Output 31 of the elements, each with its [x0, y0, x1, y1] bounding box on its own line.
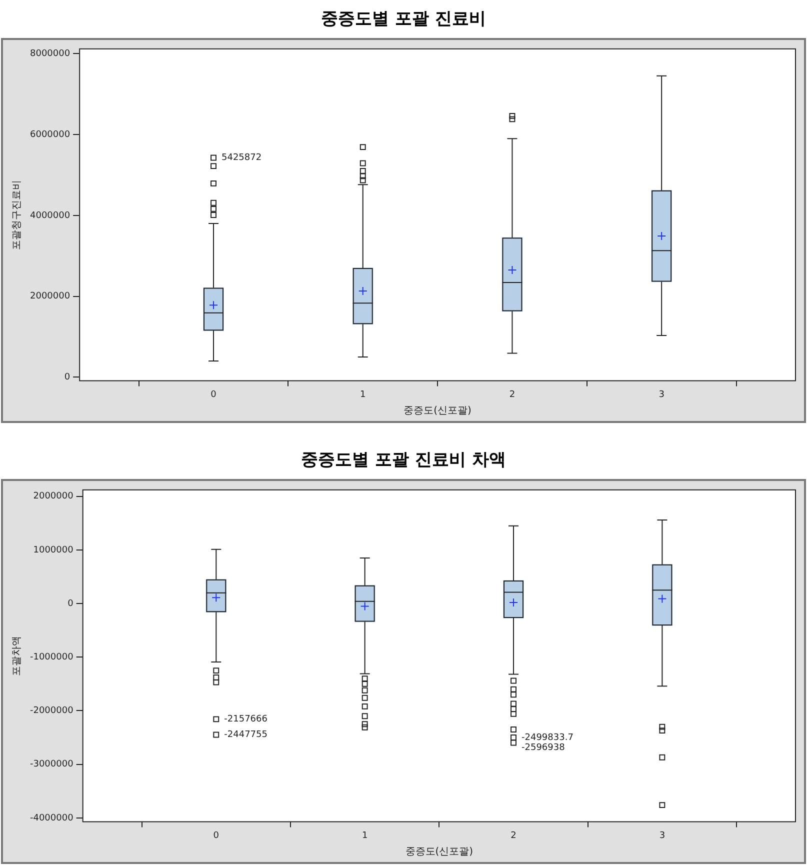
y-tick-label: 4000000 [30, 210, 70, 221]
y-tick-label: -3000000 [30, 760, 74, 770]
annotation: -2499833.7 [522, 732, 574, 743]
x-tick-label: 0 [210, 390, 217, 400]
y-tick-label: 8000000 [30, 49, 70, 59]
y-tick-label: -4000000 [30, 813, 74, 824]
annotation: 5425872 [222, 153, 262, 164]
y-tick-label: 2000000 [30, 292, 70, 302]
chart-title: 중증도별 포괄 진료비 차액 [300, 449, 507, 472]
annotation: -2596938 [522, 742, 566, 753]
y-tick-label: 0 [64, 372, 70, 382]
x-tick-label: 2 [510, 830, 516, 841]
x-tick-label: 0 [213, 830, 220, 841]
y-tick-label: -1000000 [30, 652, 74, 662]
x-tick-label: 3 [658, 390, 664, 400]
annotation: -2157666 [224, 714, 268, 725]
x-axis-title: 중증도(신포괄) [404, 406, 472, 417]
x-tick-label: 3 [659, 830, 666, 841]
y-tick-label: 6000000 [30, 130, 70, 140]
x-axis-title: 중증도(신포괄) [405, 846, 474, 858]
y-tick-label: 1000000 [33, 545, 74, 556]
x-tick-label: 2 [509, 390, 516, 400]
x-tick-label: 1 [360, 390, 366, 400]
y-tick-label: -2000000 [30, 706, 74, 716]
y-tick-label: 2000000 [33, 492, 74, 502]
y-axis-title: 포괄차액 [12, 636, 23, 676]
y-axis-title: 포괄청구진료비 [12, 180, 23, 250]
y-tick-label: 0 [68, 598, 74, 609]
chart-title: 중증도별 포괄 진료비 [320, 8, 487, 31]
x-tick-label: 1 [362, 830, 368, 841]
annotation: -2447755 [224, 730, 268, 740]
